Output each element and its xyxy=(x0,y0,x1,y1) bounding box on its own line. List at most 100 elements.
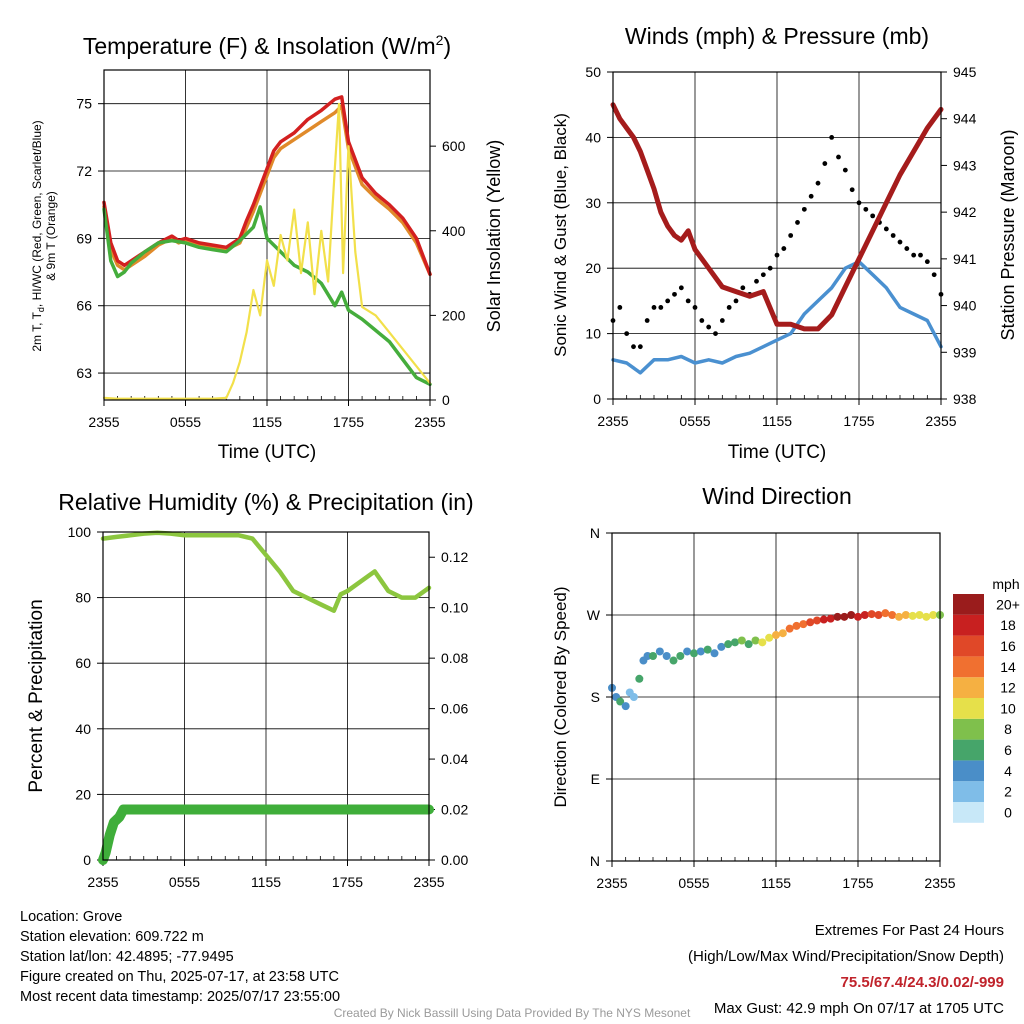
series-line xyxy=(610,102,944,332)
colorbar-cell xyxy=(953,802,984,823)
series-point xyxy=(918,252,923,258)
y-tick-label: S xyxy=(591,689,600,705)
y2-tick-label: 0.12 xyxy=(441,549,468,565)
series-point xyxy=(665,298,671,304)
y2-tick-label: 0 xyxy=(442,392,450,408)
y2-tick-label: 939 xyxy=(953,344,977,360)
colorbar-cell xyxy=(953,739,984,761)
direction-point xyxy=(731,638,739,647)
series-point xyxy=(863,206,869,212)
plot-frame xyxy=(103,69,431,401)
direction-point xyxy=(669,656,678,665)
series-line xyxy=(102,104,432,277)
direction-point xyxy=(860,611,869,619)
series-point xyxy=(651,305,657,310)
max-gust: Max Gust: 42.9 mph On 07/17 at 1705 UTC xyxy=(713,1000,1004,1017)
series-point xyxy=(795,220,800,225)
series-point xyxy=(644,318,650,323)
direction-point xyxy=(649,652,657,660)
temperature-ylabel: 2m T, Td, HI/WC (Red, Green, Scarlet/Blu… xyxy=(30,120,58,351)
extremes-box: Extremes For Past 24 Hours (High/Low/Max… xyxy=(688,918,1004,1022)
direction-point xyxy=(696,647,705,656)
series-point xyxy=(631,344,636,350)
y-tick-label: 50 xyxy=(585,64,601,80)
temperature-ylabel-line2: & 9m T (Orange) xyxy=(44,191,58,281)
direction-point xyxy=(819,615,828,624)
series-point xyxy=(870,213,876,219)
y2-tick-label: 0.02 xyxy=(441,802,468,818)
colorbar-cell xyxy=(953,635,984,657)
y-tick-label: E xyxy=(591,771,600,787)
y2-tick-label: 0.08 xyxy=(441,650,468,666)
y-tick-label: 30 xyxy=(585,195,601,211)
x-tick-label: 1755 xyxy=(843,413,874,429)
series-point xyxy=(692,305,698,310)
winds-ylabel: Sonic Wind & Gust (Blue, Black) xyxy=(551,113,570,357)
y2-tick-label: 940 xyxy=(953,298,977,314)
colorbar-label: 10 xyxy=(1000,700,1016,716)
x-tick-label: 2355 xyxy=(88,414,119,430)
figure-created: Figure created on Thu, 2025-07-17, at 23… xyxy=(20,969,339,985)
direction-point xyxy=(778,629,787,638)
temperature-ylabel-line1: 2m T, Td, HI/WC (Red, Green, Scarlet/Blu… xyxy=(30,120,46,351)
y-tick-label: 20 xyxy=(75,786,91,802)
winds-xlabel: Time (UTC) xyxy=(728,442,827,463)
y2-tick-label: 0.06 xyxy=(441,701,468,717)
y2-tick-label: 0.04 xyxy=(441,751,468,767)
y2-tick-label: 943 xyxy=(953,157,977,173)
x-tick-label: 0555 xyxy=(170,414,201,430)
series-point xyxy=(836,154,841,160)
pressure-ylabel: Station Pressure (Maroon) xyxy=(998,129,1018,340)
colorbar-label: 18 xyxy=(1000,617,1016,633)
direction-point xyxy=(895,612,903,621)
series-line xyxy=(611,259,943,375)
y-tick-label: 0 xyxy=(83,852,91,868)
series-point xyxy=(911,252,917,258)
direction-point xyxy=(772,631,780,640)
x-tick-label: 1755 xyxy=(842,875,873,891)
direction-point xyxy=(826,614,835,623)
y-tick-label: 63 xyxy=(76,365,92,381)
series-point xyxy=(713,331,718,336)
y-tick-label: 75 xyxy=(76,96,92,112)
series-line xyxy=(100,530,432,613)
y-tick-label: 69 xyxy=(76,230,92,246)
direction-point xyxy=(662,652,671,660)
x-tick-label: 2355 xyxy=(87,874,118,890)
direction-point xyxy=(792,621,801,630)
direction-point xyxy=(874,611,883,619)
rh-panel: 2355 0555 1155 1755 2355 0 20 40 60 80 100 0.00 0.02… xyxy=(26,489,474,890)
x-tick-label: 2355 xyxy=(413,874,444,890)
series-point xyxy=(788,233,794,238)
y2-tick-label: 944 xyxy=(953,111,977,127)
series-point xyxy=(815,180,821,186)
direction-point xyxy=(901,611,910,619)
x-tick-label: 2355 xyxy=(597,413,628,429)
series-point xyxy=(719,318,725,323)
y-tick-label: 60 xyxy=(75,655,91,671)
rh-ylabel: Percent & Precipitation xyxy=(26,599,47,792)
extremes-subtitle: (High/Low/Max Wind/Precipitation/Snow De… xyxy=(688,948,1004,965)
wind-direction-title: Wind Direction xyxy=(702,483,852,509)
colorbar-cell xyxy=(953,718,984,740)
direction-point xyxy=(690,649,698,658)
wind-direction-panel: 2355 0555 1155 1755 2355 N E S W N Wind Direction D… xyxy=(551,483,1020,891)
direction-point xyxy=(629,693,638,701)
station-info: Location: Grove Station elevation: 609.7… xyxy=(20,907,340,1007)
direction-point xyxy=(922,612,931,621)
direction-point xyxy=(847,611,856,619)
y2-tick-label: 945 xyxy=(953,64,977,80)
y-tick-label: 40 xyxy=(75,721,91,737)
x-tick-label: 0555 xyxy=(679,413,710,429)
y-tick-label: N xyxy=(590,525,600,541)
y-tick-label: W xyxy=(587,607,601,623)
series-point xyxy=(672,291,677,297)
direction-point xyxy=(813,616,821,625)
plot-frame xyxy=(611,532,941,862)
x-tick-label: 2355 xyxy=(924,875,955,891)
series-point xyxy=(754,278,759,284)
series-point xyxy=(767,265,773,271)
direction-point xyxy=(717,642,726,651)
direction-point xyxy=(881,609,890,618)
